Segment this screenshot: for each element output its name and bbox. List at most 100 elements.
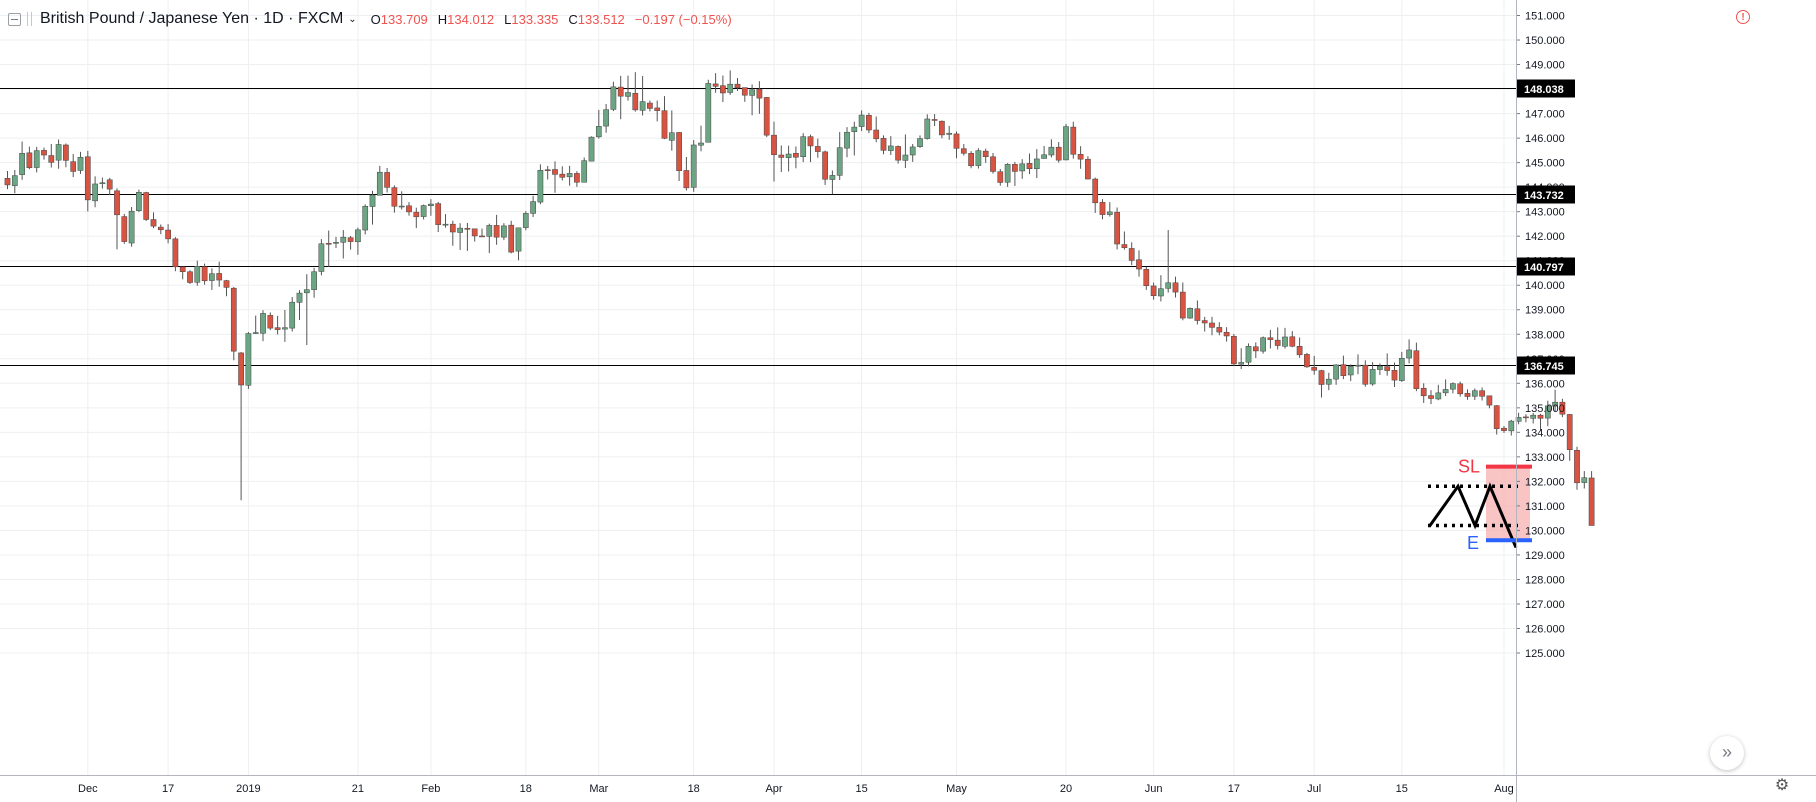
candle-body xyxy=(1245,346,1252,363)
candle-body xyxy=(1428,395,1434,399)
candle-body xyxy=(1063,126,1069,161)
candle xyxy=(501,223,507,241)
candle-body xyxy=(639,101,646,111)
candle xyxy=(1070,121,1077,159)
candle xyxy=(1311,355,1318,375)
candle-body xyxy=(676,132,682,171)
ohlc-close: C133.512 xyxy=(568,12,624,27)
candle-body xyxy=(1457,383,1464,395)
close-label: C xyxy=(568,11,578,27)
candle-body xyxy=(106,179,113,190)
candle xyxy=(924,114,931,140)
y-tick-label: 150.000 xyxy=(1525,35,1565,47)
candle-body xyxy=(194,266,201,283)
candle-body xyxy=(1121,244,1128,248)
candle xyxy=(975,148,982,169)
candle-body xyxy=(1333,364,1339,380)
scroll-to-realtime-button[interactable]: » xyxy=(1710,736,1744,770)
collapse-icon[interactable] xyxy=(8,12,21,26)
candle-body xyxy=(1231,335,1237,365)
candle xyxy=(1574,446,1580,490)
ohlc-low: L133.335 xyxy=(504,12,558,27)
candle xyxy=(114,188,120,250)
candle-body xyxy=(1537,414,1544,419)
candle xyxy=(1260,336,1266,354)
candle-body xyxy=(238,352,244,386)
candle-body xyxy=(486,225,493,237)
candle xyxy=(493,214,500,245)
x-tick-label: 2019 xyxy=(236,783,260,795)
candle-body xyxy=(822,151,828,180)
drag-handle-icon[interactable] xyxy=(27,12,32,26)
candle-body xyxy=(1238,362,1245,365)
chevron-down-icon[interactable]: ⌄ xyxy=(348,13,357,25)
candle xyxy=(851,121,858,156)
candle xyxy=(960,143,967,156)
candle xyxy=(1377,363,1383,375)
open-label: O xyxy=(370,11,381,27)
candle xyxy=(157,224,164,235)
y-tick-label: 140.000 xyxy=(1525,280,1565,292)
candle xyxy=(552,161,558,193)
symbol-title[interactable]: British Pound / Japanese Yen · 1D · FXCM xyxy=(40,10,344,27)
candle-body xyxy=(1194,308,1201,321)
candle-body xyxy=(1493,405,1500,429)
candle-body xyxy=(749,89,755,96)
candle xyxy=(245,332,252,389)
candle-body xyxy=(917,138,923,147)
candle xyxy=(1457,381,1464,397)
candle-body xyxy=(603,109,609,127)
candle-body xyxy=(1187,308,1193,319)
candle xyxy=(1004,163,1011,187)
candle-body xyxy=(683,170,690,189)
alert-icon[interactable]: ! xyxy=(1736,10,1750,24)
candle-body xyxy=(1581,477,1588,483)
price-label-text: 140.797 xyxy=(1524,262,1564,274)
candle-body xyxy=(1574,449,1580,484)
candle-body xyxy=(1479,390,1485,397)
candle-body xyxy=(880,138,887,151)
candle-body xyxy=(1106,211,1113,215)
candle-body xyxy=(1566,414,1573,450)
candle xyxy=(749,84,755,116)
candle-body xyxy=(1588,477,1595,526)
candle-body xyxy=(595,126,602,138)
close-value: 133.512 xyxy=(577,11,625,27)
candle-body xyxy=(136,192,142,211)
candle-body xyxy=(355,229,361,243)
y-tick-label: 125.000 xyxy=(1525,648,1565,660)
chart-legend-header: British Pound / Japanese Yen · 1D · FXCM… xyxy=(8,8,732,30)
candle xyxy=(814,138,821,158)
candle-body xyxy=(289,301,296,329)
candle xyxy=(442,214,449,228)
candle xyxy=(4,170,11,190)
candle xyxy=(143,191,150,221)
candle-body xyxy=(384,172,390,188)
candle-body xyxy=(559,173,566,178)
price-label: 143.732 xyxy=(1517,185,1575,204)
candle xyxy=(515,227,522,261)
candle-body xyxy=(1311,367,1318,371)
settings-gear-icon[interactable]: ⚙ xyxy=(1774,777,1790,794)
candle-body xyxy=(1369,369,1376,385)
candle-body xyxy=(493,225,500,238)
candle-body xyxy=(33,150,40,168)
candle-body xyxy=(895,146,901,161)
candle xyxy=(1223,327,1230,342)
candle xyxy=(632,72,639,112)
candle-body xyxy=(1274,339,1281,346)
candle xyxy=(1581,471,1588,489)
candle-body xyxy=(1318,370,1325,385)
candle xyxy=(369,190,376,225)
candle xyxy=(1464,389,1471,400)
candle xyxy=(1267,329,1274,349)
candle xyxy=(1201,316,1208,332)
candle xyxy=(1048,139,1055,158)
candle xyxy=(1099,199,1106,220)
candle xyxy=(1471,388,1478,400)
candle-body xyxy=(515,227,522,252)
x-tick-label: Jun xyxy=(1145,783,1163,795)
candle-body xyxy=(1099,202,1106,215)
